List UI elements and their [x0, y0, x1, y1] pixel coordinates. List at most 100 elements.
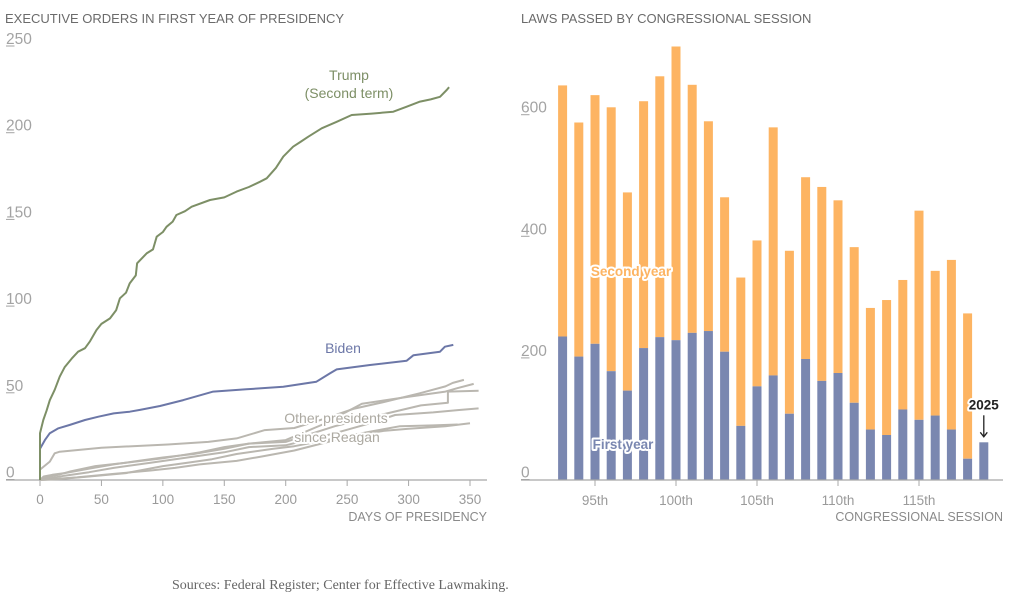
- bar-second-year-114th: [898, 279, 908, 410]
- y-tick-label: 50: [6, 378, 24, 395]
- bar-first-year-112th: [865, 429, 875, 480]
- bar-first-year-103rd: [720, 351, 730, 480]
- bar-first-year-119th: [979, 442, 989, 480]
- chart-title: EXECUTIVE ORDERS IN FIRST YEAR OF PRESID…: [5, 11, 344, 26]
- bar-second-year-107th: [784, 250, 794, 414]
- x-axis-ticks: 0 50 100 150 200 250 300 350: [36, 480, 481, 507]
- x-axis-title: DAYS OF PRESIDENCY: [348, 510, 487, 524]
- other-president-line: [39, 389, 479, 481]
- bar-second-year-117th: [946, 259, 956, 430]
- bar-first-year-106th: [768, 375, 778, 480]
- bar-first-year-95th: [590, 343, 600, 480]
- bar-second-year-93rd: [558, 85, 568, 337]
- bar-first-year-110th: [833, 372, 843, 480]
- stacked-bars: [558, 46, 989, 480]
- bar-second-year-111th: [849, 247, 859, 403]
- x-tick-label: 50: [94, 492, 109, 507]
- others-label-line1: Other presidents: [284, 410, 388, 426]
- bar-second-year-99th: [655, 76, 665, 338]
- bar-second-year-113th: [882, 300, 892, 436]
- bar-first-year-101st: [687, 332, 697, 480]
- y-tick-label: 200: [521, 343, 547, 360]
- x-tick-label: 95th: [582, 493, 608, 508]
- chart-title: LAWS PASSED BY CONGRESSIONAL SESSION: [521, 11, 811, 26]
- first-year-label: First year: [593, 437, 655, 452]
- y-tick-label: 0: [521, 465, 530, 482]
- bar-first-year-114th: [898, 409, 908, 480]
- y-tick-label: 0: [6, 465, 15, 482]
- bar-second-year-95th: [590, 95, 600, 344]
- x-tick-label: 350: [459, 492, 482, 507]
- bar-first-year-102nd: [703, 331, 713, 480]
- bar-first-year-115th: [914, 419, 924, 480]
- bar-second-year-103rd: [720, 197, 730, 352]
- x-tick-label: 0: [36, 492, 44, 507]
- biden-line: [39, 343, 454, 480]
- bar-first-year-118th: [963, 458, 973, 480]
- y-axis-ticks: 0 50 100 150 200 250: [6, 31, 32, 482]
- executive-orders-chart: EXECUTIVE ORDERS IN FIRST YEAR OF PRESID…: [5, 11, 488, 524]
- x-tick-label: 105th: [740, 493, 774, 508]
- bar-first-year-117th: [946, 429, 956, 480]
- bar-second-year-94th: [574, 122, 584, 357]
- y-tick-label: 100: [6, 291, 32, 308]
- bar-first-year-93rd: [558, 336, 568, 480]
- other-presidents-lines: [39, 378, 479, 481]
- bar-second-year-116th: [930, 270, 940, 416]
- bar-second-year-118th: [963, 313, 973, 459]
- bar-second-year-106th: [768, 127, 778, 376]
- bar-first-year-105th: [752, 386, 762, 480]
- other-president-line: [39, 423, 458, 481]
- x-tick-label: 250: [336, 492, 359, 507]
- bar-first-year-96th: [606, 371, 616, 480]
- trump-label-line1: Trump: [329, 67, 369, 83]
- y-tick-label: 400: [521, 221, 547, 238]
- trump-line: [39, 86, 450, 480]
- y-tick-label: 600: [521, 100, 547, 117]
- bar-second-year-110th: [833, 200, 843, 373]
- x-tick-label: 100: [152, 492, 175, 507]
- annotation-label: 2025: [969, 397, 1000, 412]
- others-label-line2: since Reagan: [294, 429, 380, 445]
- bar-second-year-97th: [622, 192, 632, 391]
- x-axis-ticks: 95th 100th 105th 110th 115th: [582, 480, 936, 508]
- bar-second-year-105th: [752, 240, 762, 387]
- x-tick-label: 110th: [822, 493, 855, 508]
- laws-passed-chart: LAWS PASSED BY CONGRESSIONAL SESSION 0 20…: [521, 11, 1003, 524]
- trump-label-line2: (Second term): [305, 85, 394, 101]
- x-tick-label: 200: [274, 492, 297, 507]
- bar-first-year-98th: [639, 348, 649, 480]
- bar-second-year-104th: [736, 277, 746, 426]
- bar-first-year-94th: [574, 356, 584, 480]
- x-tick-label: 115th: [903, 493, 936, 508]
- bar-second-year-98th: [639, 101, 649, 349]
- y-tick-label: 150: [6, 204, 32, 221]
- x-axis-title: CONGRESSIONAL SESSION: [835, 510, 1003, 524]
- bar-second-year-102nd: [703, 121, 713, 332]
- x-tick-label: 300: [397, 492, 420, 507]
- bar-first-year-113th: [882, 435, 892, 480]
- x-tick-label: 150: [213, 492, 236, 507]
- y-tick-label: 200: [6, 118, 32, 135]
- other-president-line: [39, 378, 465, 480]
- bar-second-year-96th: [606, 107, 616, 372]
- bar-second-year-109th: [817, 186, 827, 381]
- bar-first-year-97th: [622, 390, 632, 480]
- bar-first-year-109th: [817, 380, 827, 480]
- source-note: Sources: Federal Register; Center for Ef…: [172, 578, 509, 593]
- bar-first-year-107th: [784, 413, 794, 480]
- bar-second-year-115th: [914, 210, 924, 420]
- annotation-2025: 2025: [967, 395, 1001, 438]
- bar-second-year-108th: [801, 177, 811, 360]
- second-year-label: Second year: [591, 264, 672, 279]
- bar-first-year-108th: [801, 359, 811, 480]
- y-tick-label: 250: [6, 31, 32, 48]
- bar-first-year-111th: [849, 402, 859, 480]
- bar-first-year-100th: [671, 340, 681, 480]
- y-axis-ticks: 0 200 400 600: [521, 100, 547, 482]
- biden-label: Biden: [325, 340, 361, 356]
- bar-second-year-101st: [687, 84, 697, 333]
- other-president-line: [39, 407, 479, 481]
- bar-first-year-99th: [655, 337, 665, 480]
